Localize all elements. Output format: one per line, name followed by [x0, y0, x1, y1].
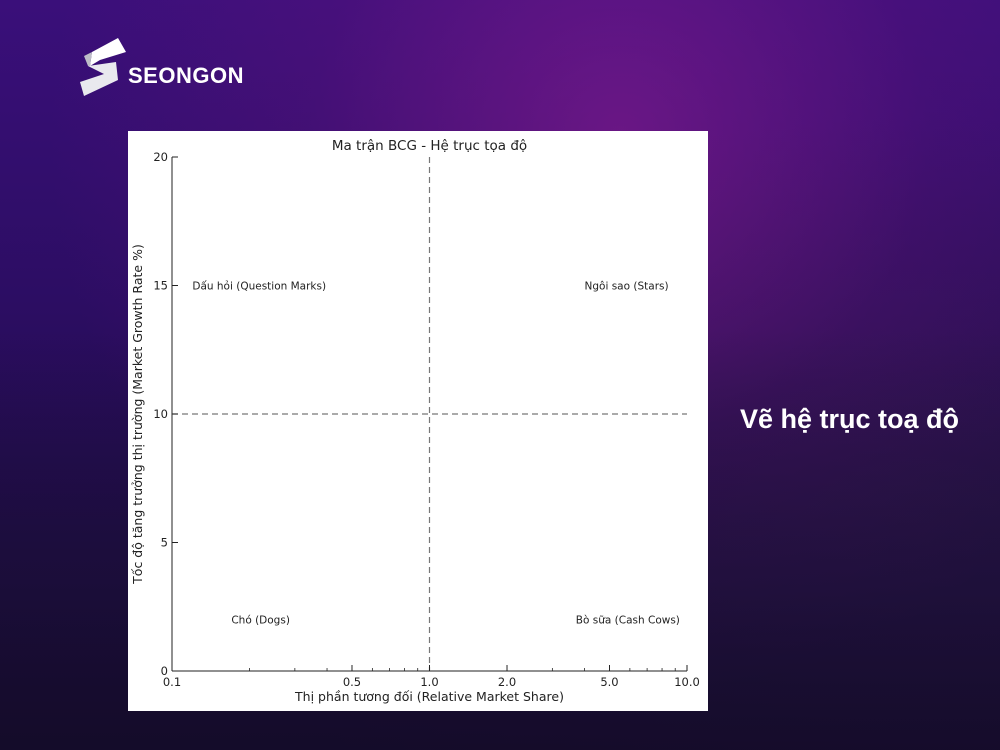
x-tick-label: 2.0: [498, 675, 516, 689]
seongon-s-logo-icon: [80, 38, 126, 96]
side-caption: Vẽ hệ trục toạ độ: [740, 404, 960, 434]
chart-title: Ma trận BCG - Hệ trục tọa độ: [332, 138, 527, 154]
brand-name: SEONGON: [128, 63, 244, 88]
quadrant-label: Bò sữa (Cash Cows): [576, 615, 680, 627]
bcg-chart: Ma trận BCG - Hệ trục tọa độ 0.1 0.5 1.0 2.…: [130, 138, 700, 704]
brand-logo: SEONGON: [78, 36, 258, 98]
y-tick-label: 15: [153, 279, 168, 293]
x-tick-label: 10.0: [674, 675, 700, 689]
y-tick-label: 0: [161, 664, 168, 678]
y-axis-label: Tốc độ tăng trưởng thị trường (Market Gr…: [130, 244, 145, 585]
quadrant-label: Dấu hỏi (Question Marks): [192, 281, 326, 293]
x-tick-label: 0.5: [343, 675, 361, 689]
x-axis-label: Thị phần tương đối (Relative Market Shar…: [294, 689, 564, 704]
y-tick-label: 20: [153, 150, 168, 164]
x-tick-label: 0.1: [163, 675, 181, 689]
y-tick-label: 10: [153, 407, 168, 421]
y-tick-label: 5: [161, 536, 168, 550]
x-tick-label: 1.0: [420, 675, 438, 689]
quadrant-label: Ngôi sao (Stars): [585, 281, 669, 293]
x-tick-label: 5.0: [600, 675, 618, 689]
bcg-chart-panel: Ma trận BCG - Hệ trục tọa độ 0.1 0.5 1.0 2.…: [128, 131, 708, 711]
quadrant-label: Chó (Dogs): [231, 615, 290, 627]
